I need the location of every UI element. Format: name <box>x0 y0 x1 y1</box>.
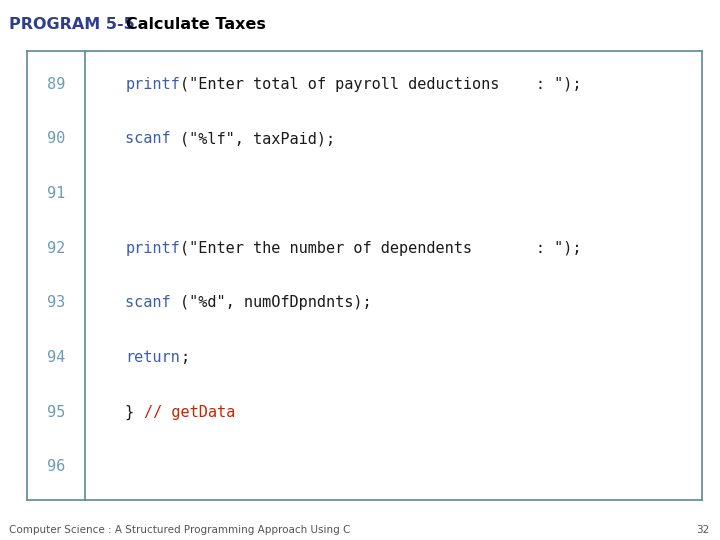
Text: 32: 32 <box>696 525 709 535</box>
Text: ("Enter total of payroll deductions    : ");: ("Enter total of payroll deductions : ")… <box>180 77 582 92</box>
Text: 96: 96 <box>47 459 66 474</box>
Text: printf: printf <box>125 240 180 255</box>
Text: // getData: // getData <box>143 404 235 420</box>
Text: printf: printf <box>125 77 180 92</box>
Text: scanf: scanf <box>125 295 180 310</box>
Text: 93: 93 <box>47 295 66 310</box>
Text: ("%d", numOfDpndnts);: ("%d", numOfDpndnts); <box>180 295 372 310</box>
Text: 91: 91 <box>47 186 66 201</box>
Text: 94: 94 <box>47 350 66 365</box>
Text: ;: ; <box>180 350 189 365</box>
Text: 92: 92 <box>47 240 66 255</box>
Text: PROGRAM 5-5: PROGRAM 5-5 <box>9 17 135 32</box>
Text: 90: 90 <box>47 131 66 146</box>
Text: ("Enter the number of dependents       : ");: ("Enter the number of dependents : "); <box>180 240 582 255</box>
Text: 95: 95 <box>47 404 66 420</box>
Text: Computer Science : A Structured Programming Approach Using C: Computer Science : A Structured Programm… <box>9 525 350 535</box>
Text: scanf: scanf <box>125 131 180 146</box>
Text: Calculate Taxes: Calculate Taxes <box>126 17 266 32</box>
Text: }: } <box>125 404 143 420</box>
Text: ("%lf", taxPaid);: ("%lf", taxPaid); <box>180 131 336 146</box>
Text: 89: 89 <box>47 77 66 92</box>
Text: return: return <box>125 350 180 365</box>
